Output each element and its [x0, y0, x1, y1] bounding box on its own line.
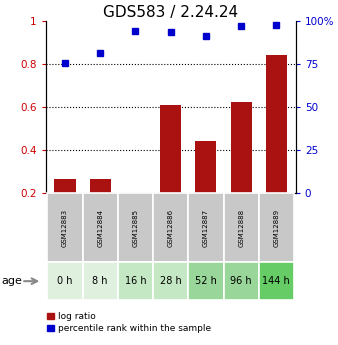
Bar	[118, 262, 153, 300]
Bar	[47, 262, 82, 300]
Text: 28 h: 28 h	[160, 276, 182, 286]
Text: 8 h: 8 h	[93, 276, 108, 286]
Bar	[188, 262, 223, 300]
Title: GDS583 / 2.24.24: GDS583 / 2.24.24	[103, 4, 238, 20]
Text: GSM12889: GSM12889	[273, 209, 280, 247]
Text: GSM12887: GSM12887	[203, 209, 209, 247]
Bar	[188, 193, 223, 262]
Text: age: age	[2, 276, 23, 286]
Bar	[223, 193, 259, 262]
Bar	[195, 141, 216, 193]
Text: 144 h: 144 h	[263, 276, 290, 286]
Bar	[118, 193, 153, 262]
Bar	[259, 193, 294, 262]
Bar	[47, 193, 82, 262]
Text: GSM12884: GSM12884	[97, 209, 103, 247]
Bar	[54, 179, 76, 193]
Bar	[266, 55, 287, 193]
Bar	[231, 101, 252, 193]
Bar	[160, 105, 181, 193]
Text: 96 h: 96 h	[230, 276, 252, 286]
Bar	[125, 193, 146, 236]
Bar	[90, 179, 111, 193]
Bar	[82, 262, 118, 300]
Text: GSM12888: GSM12888	[238, 209, 244, 247]
Bar	[153, 193, 188, 262]
Text: GSM12886: GSM12886	[168, 209, 174, 247]
Text: 16 h: 16 h	[125, 276, 146, 286]
Bar	[223, 262, 259, 300]
Text: 0 h: 0 h	[57, 276, 73, 286]
Bar	[259, 262, 294, 300]
Text: GSM12883: GSM12883	[62, 209, 68, 247]
Legend: log ratio, percentile rank within the sample: log ratio, percentile rank within the sa…	[47, 312, 212, 333]
Text: 52 h: 52 h	[195, 276, 217, 286]
Bar	[153, 262, 188, 300]
Text: GSM12885: GSM12885	[132, 209, 139, 247]
Bar	[82, 193, 118, 262]
